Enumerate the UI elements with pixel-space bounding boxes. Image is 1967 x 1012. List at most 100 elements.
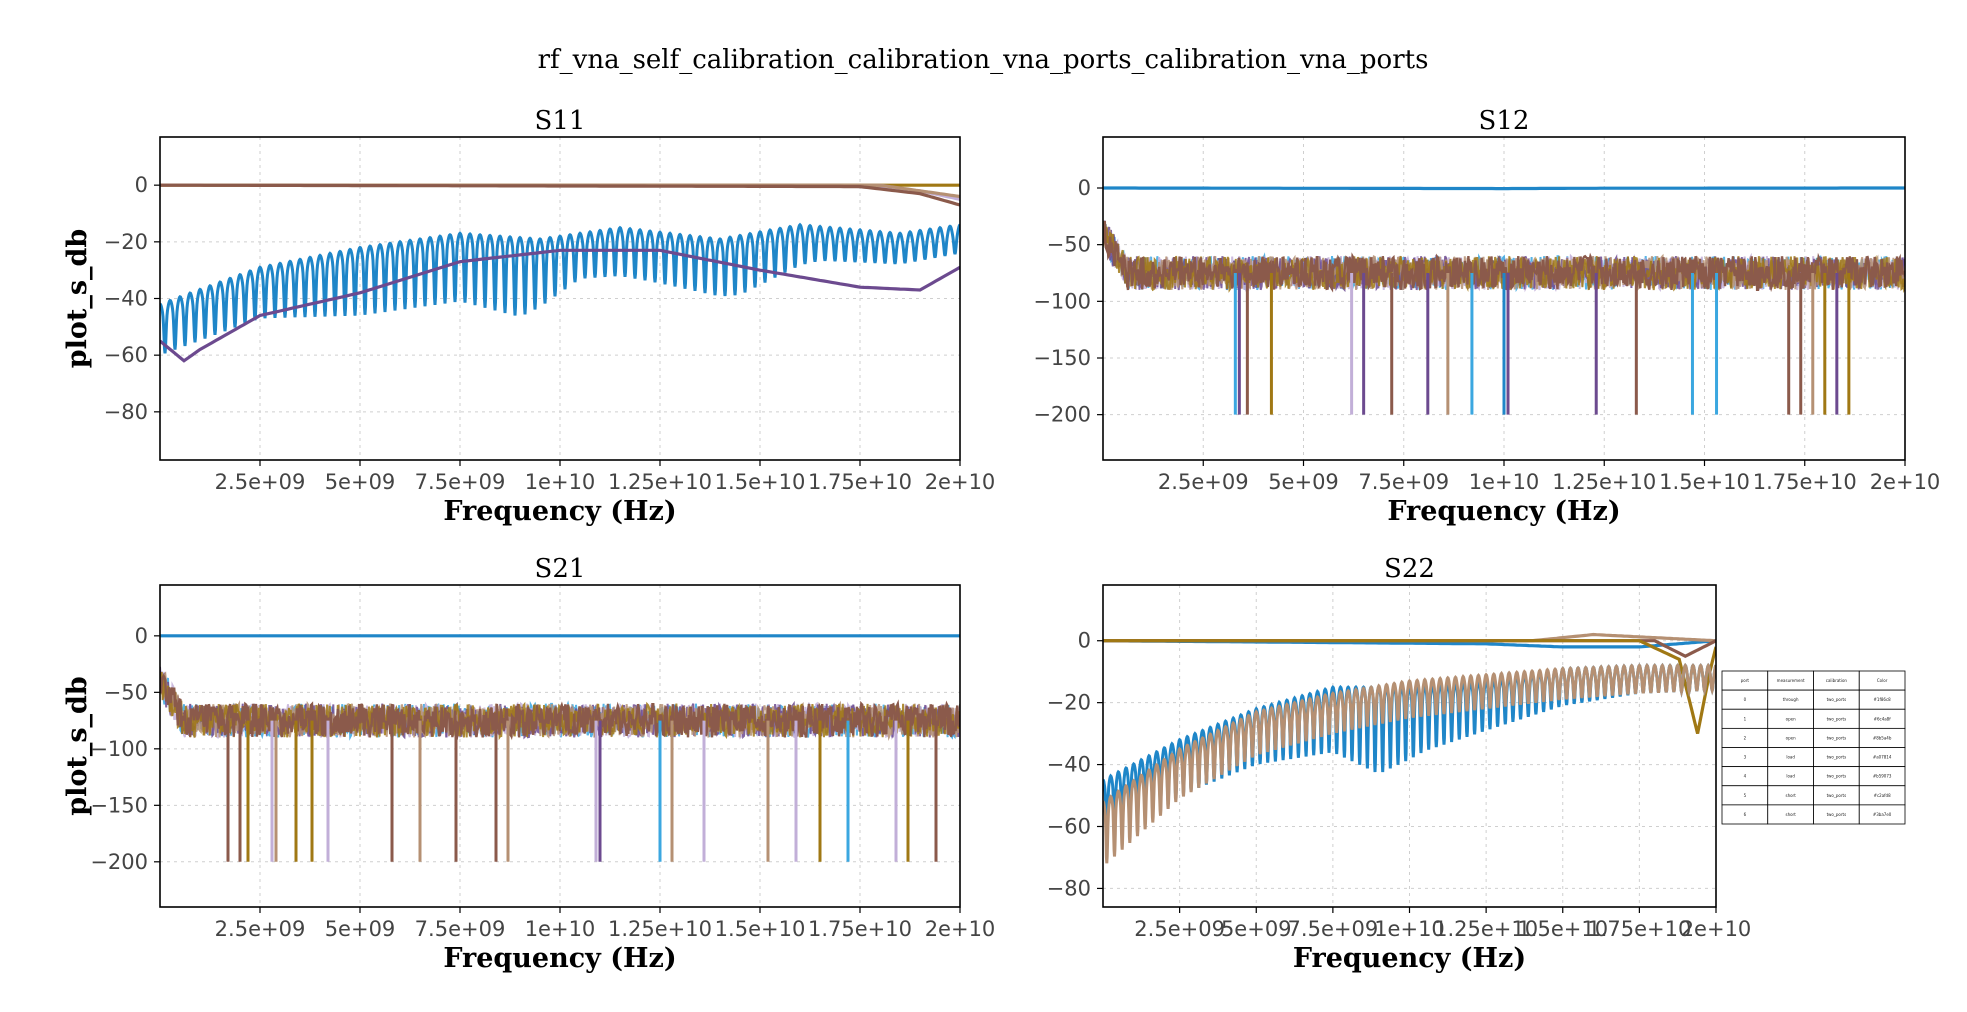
table-value: open <box>1786 735 1796 740</box>
y-tick-label: 0 <box>135 624 148 648</box>
table-value: open <box>1786 716 1796 721</box>
x-tick-label: 2.5e+09 <box>1158 470 1249 494</box>
x-axis-label: Frequency (Hz) <box>1387 496 1620 527</box>
table-cell <box>1858 804 1906 825</box>
x-tick-label: 1.25e+10 <box>1552 470 1656 494</box>
plot-area <box>160 634 960 862</box>
x-tick-label: 1.25e+10 <box>608 917 712 941</box>
table-value: #8b5a4b <box>1873 735 1892 740</box>
table-header: Color <box>1877 678 1888 683</box>
table-value: through <box>1783 697 1799 702</box>
panel-title: S21 <box>535 554 586 584</box>
series-line <box>160 222 960 354</box>
x-tick-label: 2.5e+09 <box>1134 917 1225 941</box>
plot-area <box>1103 632 1716 864</box>
x-tick-label: 2e+10 <box>1681 917 1752 941</box>
table-value: short <box>1785 812 1796 817</box>
x-tick-label: 1e+10 <box>1469 470 1540 494</box>
x-axis-label: Frequency (Hz) <box>443 943 676 974</box>
y-tick-label: −60 <box>104 343 148 367</box>
x-tick-label: 5e+09 <box>325 470 396 494</box>
x-tick-label: 1.75e+10 <box>808 917 912 941</box>
y-tick-label: −20 <box>1047 691 1091 715</box>
y-axis-label: plot_s_db <box>62 676 93 816</box>
x-tick-label: 1.5e+10 <box>715 917 806 941</box>
legend-table: port measurement calibration Color 0 through t… <box>1721 670 1906 825</box>
y-tick-label: −100 <box>90 737 148 761</box>
table-value: two_ports <box>1827 697 1847 702</box>
y-tick-label: −50 <box>1047 233 1091 257</box>
x-tick-label: 2.5e+09 <box>215 470 306 494</box>
x-tick-label: 7.5e+09 <box>415 470 506 494</box>
table-value: two_ports <box>1827 716 1847 721</box>
x-tick-label: 1.75e+10 <box>808 470 912 494</box>
y-tick-label: −60 <box>1047 815 1091 839</box>
table-header: calibration <box>1826 678 1848 683</box>
table-value: #b59073 <box>1873 774 1892 779</box>
table-value: 6 <box>1744 812 1747 817</box>
table-value: #6c4a8f <box>1874 716 1892 721</box>
series-line <box>1103 639 1716 734</box>
y-tick-label: −150 <box>1033 346 1091 370</box>
x-axis-label: Frequency (Hz) <box>1293 943 1526 974</box>
x-tick-label: 2.5e+09 <box>215 917 306 941</box>
table-value: two_ports <box>1827 774 1847 779</box>
y-tick-label: 0 <box>1078 629 1091 653</box>
plot-area <box>160 183 960 363</box>
y-axis-label: plot_s_db <box>62 229 93 369</box>
figure-suptitle: rf_vna_self_calibration_calibration_vna_… <box>538 45 1429 75</box>
table-value: 1 <box>1744 716 1747 721</box>
x-tick-label: 1.75e+10 <box>1587 917 1691 941</box>
table-value: load <box>1786 774 1795 779</box>
series-line <box>160 248 960 363</box>
table-value: two_ports <box>1827 812 1847 817</box>
panel-title: S12 <box>1479 106 1530 136</box>
s12-panel: 2.5e+09 5e+09 7.5e+09 1e+10 1.25e+10 1.5e+10 1… <box>1033 106 1940 527</box>
table-header: measurement <box>1777 678 1805 683</box>
noise-trace <box>160 673 960 741</box>
s22-panel: 2.5e+095e+097.5e+091e+101.25e+101.5e+101… <box>1047 554 1906 974</box>
plot-area <box>1103 186 1905 415</box>
y-tick-label: 0 <box>1078 176 1091 200</box>
x-tick-label: 1e+10 <box>525 470 596 494</box>
table-value: short <box>1785 793 1796 798</box>
y-tick-label: −200 <box>1033 403 1091 427</box>
panel-title: S22 <box>1384 554 1435 584</box>
y-tick-label: −100 <box>1033 289 1091 313</box>
table-value: load <box>1786 755 1795 760</box>
table-value: two_ports <box>1827 755 1847 760</box>
series-line <box>1103 186 1905 191</box>
x-tick-label: 2e+10 <box>925 917 996 941</box>
x-axis-label: Frequency (Hz) <box>443 496 676 527</box>
table-header: port <box>1741 678 1750 683</box>
series-line <box>1103 662 1716 864</box>
y-tick-label: −40 <box>104 287 148 311</box>
y-tick-label: −50 <box>104 680 148 704</box>
x-tick-label: 1.5e+10 <box>1659 470 1750 494</box>
x-tick-label: 1e+10 <box>1374 917 1445 941</box>
y-tick-label: −40 <box>1047 753 1091 777</box>
series-line <box>160 183 960 207</box>
table-value: two_ports <box>1827 793 1847 798</box>
table-value: 3 <box>1744 755 1747 760</box>
table-value: 4 <box>1744 774 1747 779</box>
x-tick-label: 7.5e+09 <box>1358 470 1449 494</box>
table-value: #a07814 <box>1873 755 1892 760</box>
y-tick-label: 0 <box>135 173 148 197</box>
x-tick-label: 2e+10 <box>925 470 996 494</box>
x-tick-label: 1.25e+10 <box>1434 917 1538 941</box>
x-tick-label: 1.75e+10 <box>1753 470 1857 494</box>
table-value: 0 <box>1744 697 1747 702</box>
s21-panel: 2.5e+09 5e+09 7.5e+09 1e+10 1.25e+10 1.5e+10 1… <box>62 554 995 974</box>
y-tick-label: −20 <box>104 230 148 254</box>
x-tick-label: 2e+10 <box>1870 470 1941 494</box>
x-tick-label: 1e+10 <box>525 917 596 941</box>
y-tick-label: −80 <box>1047 876 1091 900</box>
table-value: #3ba7e0 <box>1873 812 1892 817</box>
table-value: #1f86c8 <box>1874 697 1892 702</box>
y-tick-label: −150 <box>90 793 148 817</box>
x-tick-label: 7.5e+09 <box>1288 917 1379 941</box>
y-tick-label: −80 <box>104 400 148 424</box>
x-tick-label: 1.25e+10 <box>608 470 712 494</box>
table-value: 2 <box>1744 735 1747 740</box>
